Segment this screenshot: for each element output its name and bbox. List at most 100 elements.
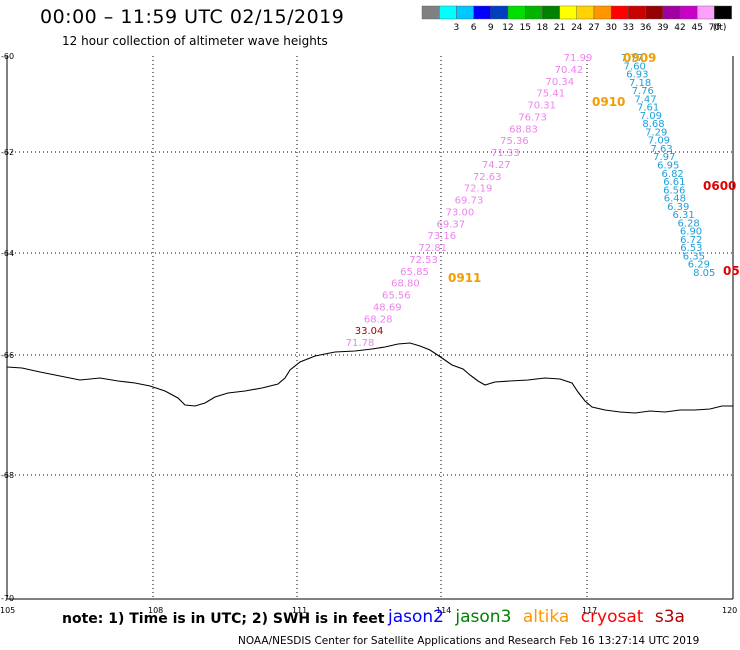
color-scale-tick-label: 70 (709, 23, 721, 33)
color-scale-tick-label: 27 (588, 23, 599, 33)
wave-height-value: 6.72 (680, 235, 702, 246)
wave-height-value: 7.63 (650, 144, 672, 155)
wave-height-value: 68.83 (509, 124, 538, 135)
latitude-label: -66 (1, 351, 14, 360)
wave-height-value: 72.19 (464, 184, 493, 195)
color-scale-swatch (559, 5, 577, 20)
wave-height-value: 7.18 (629, 78, 651, 89)
wave-height-value: 74.27 (482, 160, 511, 171)
color-scale-unit-label: (ft) (713, 23, 727, 33)
satellite-legend: jason2 jason3 altika cryosat s3a (388, 607, 691, 627)
color-scale-tick-label: 36 (640, 23, 652, 33)
color-scale-swatch (490, 5, 509, 20)
wave-height-value: 6.82 (662, 169, 684, 180)
latitude-labels: -60 -62 -64 -66 -68 -70 (1, 52, 14, 603)
color-scale-swatch (542, 5, 560, 20)
longitude-label: 111 (292, 606, 307, 615)
color-scale-legend: 3 6 9 12 15 18 21 24 27 30 33 36 39 42 45 70(ft) (421, 5, 732, 33)
wave-height-value: 6.61 (663, 177, 685, 188)
latitude-label: -64 (1, 249, 14, 258)
longitude-labels: 105 108 111 114 117 120 (0, 606, 737, 615)
wave-height-value: 72.63 (473, 172, 502, 183)
satellite-legend-cryosat: cryosat (580, 607, 644, 627)
color-scale-swatch (593, 5, 612, 20)
wave-height-value: 33.04 (355, 326, 384, 337)
color-scale-swatch (507, 5, 526, 20)
wave-height-value: 73.16 (427, 231, 456, 242)
color-scale-swatch (714, 5, 732, 20)
jason-track-b: 7.777.606.937.187.767.477.617.098.687.29… (621, 53, 716, 279)
wave-height-value: 69.73 (455, 196, 484, 207)
wave-height-value: 6.35 (683, 251, 705, 262)
wave-height-value: 70.31 (527, 101, 556, 112)
wave-height-value: 7.76 (632, 86, 654, 97)
wave-height-value: 68.28 (364, 314, 393, 325)
satellite-legend-altika: altika (522, 607, 570, 627)
longitude-label: 108 (148, 606, 163, 615)
color-scale-tick-label: 9 (488, 23, 494, 33)
color-scale-tick-label: 15 (519, 23, 530, 33)
wave-height-value: 70.34 (546, 77, 575, 88)
color-scale-swatch (439, 5, 457, 20)
longitude-label: 120 (722, 606, 737, 615)
wave-height-value: 7.97 (653, 152, 675, 163)
color-scale-swatch (525, 5, 543, 20)
color-scale-tick-label: 39 (657, 23, 669, 33)
antarctic-coastline (6, 342, 733, 414)
color-scale-tick-label: 6 (471, 23, 477, 33)
wave-height-value: 6.95 (657, 161, 679, 172)
wave-height-value: 6.53 (680, 243, 702, 254)
wave-height-value: 69.37 (437, 219, 466, 230)
satellite-legend-jason2: jason2 (388, 607, 444, 627)
wave-height-value: 6.56 (663, 185, 685, 196)
pass-time-label: 0909 (623, 51, 656, 65)
pass-time-label: 05 (723, 264, 740, 278)
color-scale-swatch (611, 5, 629, 20)
pass-time-label: 0910 (592, 95, 625, 109)
credit-line: NOAA/NESDIS Center for Satellite Applica… (238, 635, 700, 647)
latitude-label: -70 (1, 594, 14, 603)
latitude-label: -62 (1, 148, 14, 157)
color-scale-tick-label: 33 (623, 23, 634, 33)
wave-height-value: 73.00 (446, 207, 475, 218)
wave-height-value: 7.60 (624, 61, 646, 72)
longitude-label: 117 (582, 606, 597, 615)
units-note: note: 1) Time is in UTC; 2) SWH is in fe… (62, 611, 385, 627)
color-scale-swatch (421, 5, 440, 20)
wave-height-value: 6.93 (626, 70, 648, 81)
wave-height-value: 76.73 (518, 112, 547, 123)
satellite-legend-s3a: s3a (654, 607, 685, 627)
wave-height-value: 6.90 (680, 227, 702, 238)
wave-height-value: 6.31 (672, 210, 694, 221)
latitude-label: -68 (1, 471, 14, 480)
wave-height-value: 7.09 (648, 136, 670, 147)
wave-height-value: 48.69 (373, 302, 402, 313)
cryosat-track-a: 71.9970.4270.3475.4170.3176.7368.8375.36… (346, 53, 593, 349)
satellite-tracks: 71.9970.4270.3475.4170.3176.7368.8375.36… (346, 53, 716, 349)
color-scale-swatch (628, 5, 646, 20)
color-scale-swatch (662, 5, 681, 20)
pass-time-labels: 0909 0910 0911 0600 05 (448, 51, 740, 285)
page-title: 00:00 – 11:59 UTC 02/15/2019 (40, 6, 345, 28)
wave-height-value: 7.47 (634, 94, 656, 105)
latitude-label: -60 (1, 52, 14, 61)
wave-height-value: 72.53 (409, 255, 438, 266)
wave-height-value: 71.99 (564, 53, 593, 64)
color-scale-swatch (679, 5, 698, 20)
wave-height-value: 70.42 (555, 65, 584, 76)
longitude-label: 114 (436, 606, 451, 615)
wave-height-value: 71.33 (491, 148, 520, 159)
wave-height-value: 6.29 (688, 260, 710, 271)
wave-height-value: 6.48 (664, 194, 686, 205)
color-scale-swatch (456, 5, 474, 20)
wave-height-value: 68.80 (391, 279, 420, 290)
color-scale-tick-label: 3 (454, 23, 460, 33)
color-scale-swatch (576, 5, 595, 20)
color-scale-tick-label: 24 (571, 23, 583, 33)
pass-time-label: 0911 (448, 271, 481, 285)
wave-height-value: 7.61 (637, 103, 659, 114)
color-scale-tick-label: 30 (605, 23, 617, 33)
wave-height-value: 6.28 (677, 218, 699, 229)
color-scale-swatch (697, 5, 715, 20)
